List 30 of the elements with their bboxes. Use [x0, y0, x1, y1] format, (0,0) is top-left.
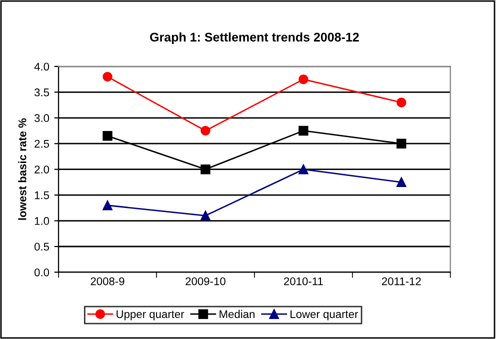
- x-tick-label: 2010-11: [284, 277, 323, 286]
- legend-label: Lower quarter: [290, 310, 358, 320]
- y-tick-label: 2.0: [34, 166, 50, 174]
- legend-label: Upper quarter: [116, 310, 184, 320]
- x-tick-label: 2011-12: [382, 277, 421, 286]
- point: [102, 200, 112, 210]
- y-tick-label: 4.0: [34, 62, 50, 71]
- chart-title: Graph 1: Settlement trends 2008-12: [150, 32, 359, 44]
- point: [102, 72, 112, 82]
- y-axis-title: lowest basic rate %: [18, 118, 26, 220]
- point: [396, 138, 406, 148]
- point: [396, 98, 406, 108]
- y-tick-label: 2.5: [34, 140, 50, 148]
- y-tick-label: 3.0: [34, 114, 50, 122]
- x-tick-label: 2008-9: [90, 277, 124, 286]
- point: [200, 210, 210, 220]
- y-tick-label: 0.5: [34, 242, 50, 251]
- point: [298, 126, 308, 136]
- point: [102, 131, 112, 141]
- y-tick-label: 3.5: [34, 88, 50, 96]
- y-tick-label: 1.5: [34, 191, 50, 200]
- point: [396, 177, 406, 188]
- legend-label: Median: [220, 310, 254, 318]
- y-tick-label: 1.0: [34, 217, 50, 225]
- point: [200, 164, 210, 174]
- point: [298, 164, 308, 174]
- point: [298, 74, 308, 84]
- point: [200, 126, 210, 136]
- y-tick-label: 0.0: [34, 268, 50, 276]
- x-tick-label: 2009-10: [186, 277, 226, 286]
